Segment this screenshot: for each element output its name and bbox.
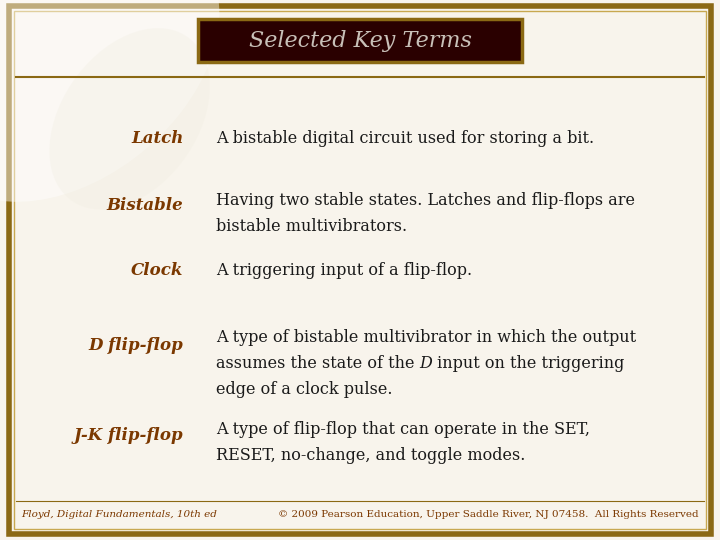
Text: A bistable digital circuit used for storing a bit.: A bistable digital circuit used for stor…	[216, 130, 594, 146]
Text: © 2009 Pearson Education, Upper Saddle River, NJ 07458.  All Rights Reserved: © 2009 Pearson Education, Upper Saddle R…	[278, 510, 698, 518]
Text: Latch: Latch	[131, 130, 184, 146]
Text: Having two stable states. Latches and flip-flops are: Having two stable states. Latches and fl…	[216, 192, 635, 208]
Text: input on the triggering: input on the triggering	[433, 355, 625, 372]
Text: RESET, no-change, and toggle modes.: RESET, no-change, and toggle modes.	[216, 447, 526, 464]
Text: A type of flip-flop that can operate in the SET,: A type of flip-flop that can operate in …	[216, 421, 590, 438]
Text: Clock: Clock	[131, 262, 184, 279]
Text: assumes the state of the: assumes the state of the	[216, 355, 420, 372]
Text: edge of a clock pulse.: edge of a clock pulse.	[216, 381, 392, 398]
Ellipse shape	[50, 28, 210, 210]
Ellipse shape	[0, 0, 220, 202]
Text: bistable multivibrators.: bistable multivibrators.	[216, 218, 407, 234]
Text: D: D	[420, 355, 433, 372]
Text: A triggering input of a flip-flop.: A triggering input of a flip-flop.	[216, 262, 472, 279]
Text: Floyd, Digital Fundamentals, 10th ed: Floyd, Digital Fundamentals, 10th ed	[22, 510, 217, 518]
Text: D flip-flop: D flip-flop	[89, 338, 184, 354]
Text: Bistable: Bistable	[107, 197, 184, 214]
Text: A type of bistable multivibrator in which the output: A type of bistable multivibrator in whic…	[216, 329, 636, 346]
Text: J-K flip-flop: J-K flip-flop	[74, 427, 184, 443]
Bar	[198, 19, 522, 62]
Text: Selected Key Terms: Selected Key Terms	[248, 30, 472, 51]
